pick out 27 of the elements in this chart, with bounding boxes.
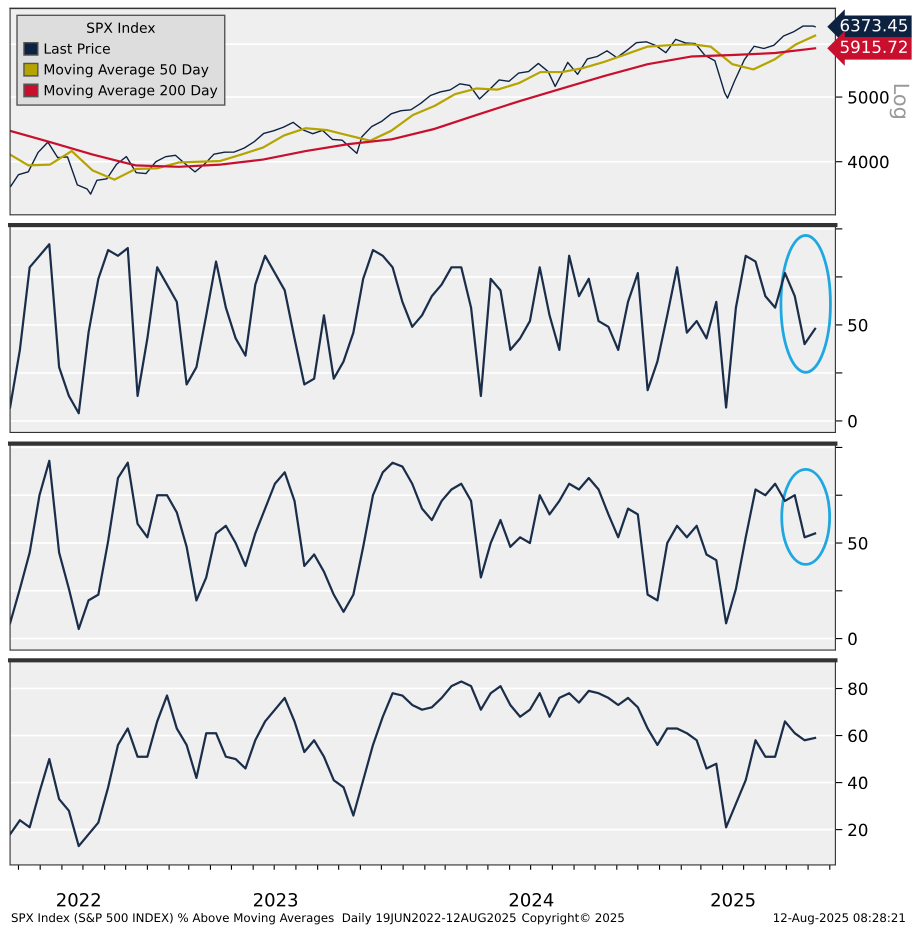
x-tick-label: 2024 [510,892,554,907]
y-tick-label: 5000 [848,91,889,104]
x-tick-label: 2023 [254,892,298,907]
y-tick-label: 50 [848,318,868,332]
y-tick-label: 0 [848,632,857,646]
y-tick-label: 0 [848,414,857,428]
y-tick-label: 40 [848,776,868,790]
line-series [10,680,816,848]
y-tick-label: 20 [848,824,868,836]
legend-label: Last Price [44,43,110,54]
annotation: 6373.45 [840,18,907,32]
y-tick-label: 50 [848,536,868,550]
y-tick-label: 60 [848,730,868,742]
legend-label: Moving Average 50 Day [44,64,209,78]
y-tick-label: 80 [848,682,868,696]
y-axis-title: Log [890,84,910,118]
y-tick-label: 4000 [848,156,889,168]
x-tick-label: 2022 [57,892,100,907]
line-series [10,460,816,630]
text: Copyright© 2025 [522,912,624,924]
x-tick-label: 2025 [711,892,754,907]
text: SPX Index (S&P 500 INDEX) % Above Moving Averages Daily 19JUN2022-12AUG2025 [12,912,516,924]
text: 12-Aug-2025 08:28:21 [774,913,905,924]
legend-label: Moving Average 200 Day [44,84,218,98]
line-series [10,243,816,414]
legend-title: SPX Index [87,22,156,34]
annotation: 5915.72 [840,40,907,54]
